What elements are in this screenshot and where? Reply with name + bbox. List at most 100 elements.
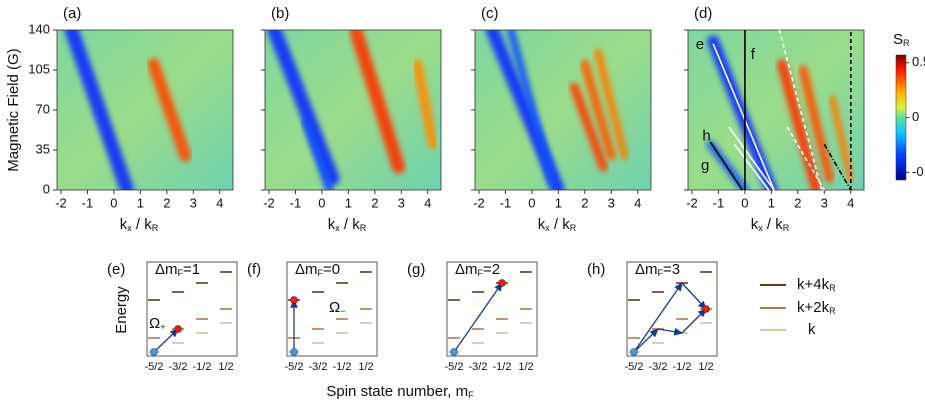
panel-label: (h)	[587, 261, 605, 278]
x-tick-label: 1	[137, 195, 144, 210]
transition-label-part: F	[658, 268, 664, 278]
x-tick-label: 1/2	[218, 361, 233, 373]
transition-label-part: =3	[663, 261, 680, 278]
x-axis-title-part: / k	[132, 216, 153, 233]
x-tick-label: -2	[263, 195, 275, 210]
colorbar-tick-label: -0.5	[912, 164, 925, 179]
heatmap	[688, 30, 864, 190]
annotation: h	[702, 127, 710, 144]
atom-end	[174, 325, 182, 333]
panel-label: (g)	[407, 261, 425, 278]
x-tick-label: 3	[608, 195, 615, 210]
guide-line	[823, 143, 852, 191]
x-axis-title: kx / kR	[328, 216, 367, 233]
transition-label-part: Δm	[455, 261, 478, 278]
colorbar-title: SR	[893, 31, 910, 48]
x-axis-title-part: x	[127, 223, 132, 233]
x-tick-label: 1	[345, 195, 352, 210]
x-tick-label: 3	[398, 195, 405, 210]
rabi-label: Ω+	[149, 315, 165, 332]
x-axis-title-part: R	[783, 223, 790, 233]
x-tick-label: -3/2	[469, 361, 488, 373]
panel-label: (d)	[694, 5, 712, 22]
x-axis-title: kx / kR	[751, 216, 790, 233]
heatmap-band	[580, 59, 616, 161]
heatmap-band	[64, 30, 135, 190]
transition-arrow	[681, 282, 707, 310]
transition-label-part: =2	[483, 261, 500, 278]
transition-arrow	[453, 281, 503, 353]
colorbar	[895, 54, 907, 181]
x-axis-title-part: Spin state number, m	[326, 383, 468, 400]
y-axis-title: Energy	[113, 286, 130, 334]
x-tick-label: -5/2	[445, 361, 464, 373]
x-axis-title: kx / kR	[120, 216, 159, 233]
x-tick-label: -3/2	[309, 361, 328, 373]
annotation: e	[696, 36, 704, 53]
x-tick-label: 1/2	[358, 361, 373, 373]
colorbar-title-part: R	[903, 38, 910, 48]
heatmap-bg	[265, 30, 441, 190]
heatmap-band	[267, 30, 340, 186]
transition-arrow	[681, 308, 707, 334]
guide-line	[733, 143, 770, 191]
x-tick-label: -5/2	[285, 361, 304, 373]
atom-start	[630, 348, 638, 356]
heatmap-band	[147, 58, 192, 162]
annotation: f	[751, 46, 756, 63]
x-tick-label: 1	[555, 195, 562, 210]
x-tick-label: 3	[190, 195, 197, 210]
x-axis-title-part: / k	[340, 216, 361, 233]
heatmap-band	[828, 95, 855, 183]
x-tick-label: 1	[768, 195, 775, 210]
atom-end	[702, 305, 710, 313]
x-tick-label: -1	[290, 195, 302, 210]
x-axis-title-part: R	[570, 223, 577, 233]
transition-label: ΔmF=2	[455, 261, 500, 278]
x-tick-label: -2	[55, 195, 67, 210]
x-tick-label: -1	[713, 195, 725, 210]
rabi-label-part: +	[160, 322, 165, 332]
x-tick-label: 2	[581, 195, 588, 210]
heatmap-band	[302, 117, 334, 190]
transition-label-part: =1	[183, 261, 200, 278]
colorbar-tick-label: 0	[912, 109, 919, 124]
x-tick-label: -1/2	[333, 361, 352, 373]
guide-line	[712, 43, 775, 191]
legend-label-part: k	[808, 321, 816, 338]
transition-arrow	[633, 281, 683, 353]
legend-label: k+4kR	[797, 276, 836, 293]
x-tick-label: -5/2	[145, 361, 164, 373]
diagram-frame	[146, 261, 238, 357]
x-axis-title-part: / k	[763, 216, 784, 233]
x-tick-label: 4	[634, 195, 641, 210]
legend-label-part: R	[829, 306, 836, 316]
transition-label-part: Δm	[295, 261, 318, 278]
rabi-label-part: −	[340, 306, 345, 316]
transition-label: ΔmF=1	[155, 261, 200, 278]
x-axis-title-part: / k	[550, 216, 571, 233]
x-tick-label: 4	[424, 195, 431, 210]
atom-end	[498, 279, 506, 287]
transition-arrow	[657, 327, 684, 336]
x-tick-label: 2	[371, 195, 378, 210]
panel-label: (a)	[63, 5, 81, 22]
y-tick-label: 0	[43, 181, 50, 196]
heatmap	[57, 30, 233, 190]
transition-label-part: F	[178, 268, 184, 278]
rabi-label-part: Ω	[329, 299, 340, 316]
x-axis-title: kx / kR	[538, 216, 577, 233]
heatmap-band	[594, 48, 629, 160]
x-tick-label: -3/2	[169, 361, 188, 373]
x-tick-label: 4	[847, 195, 854, 210]
x-tick-label: 4	[216, 195, 223, 210]
panel-label: (c)	[481, 5, 499, 22]
atom-start	[290, 348, 298, 356]
x-tick-label: -2	[686, 195, 698, 210]
x-axis-title-part: x	[335, 223, 340, 233]
x-axis-title-part: k	[751, 216, 759, 233]
rabi-label-part: Ω	[149, 315, 160, 332]
heatmap-band	[776, 59, 822, 190]
x-axis-title-part: x	[545, 223, 550, 233]
x-tick-label: 0	[110, 195, 117, 210]
